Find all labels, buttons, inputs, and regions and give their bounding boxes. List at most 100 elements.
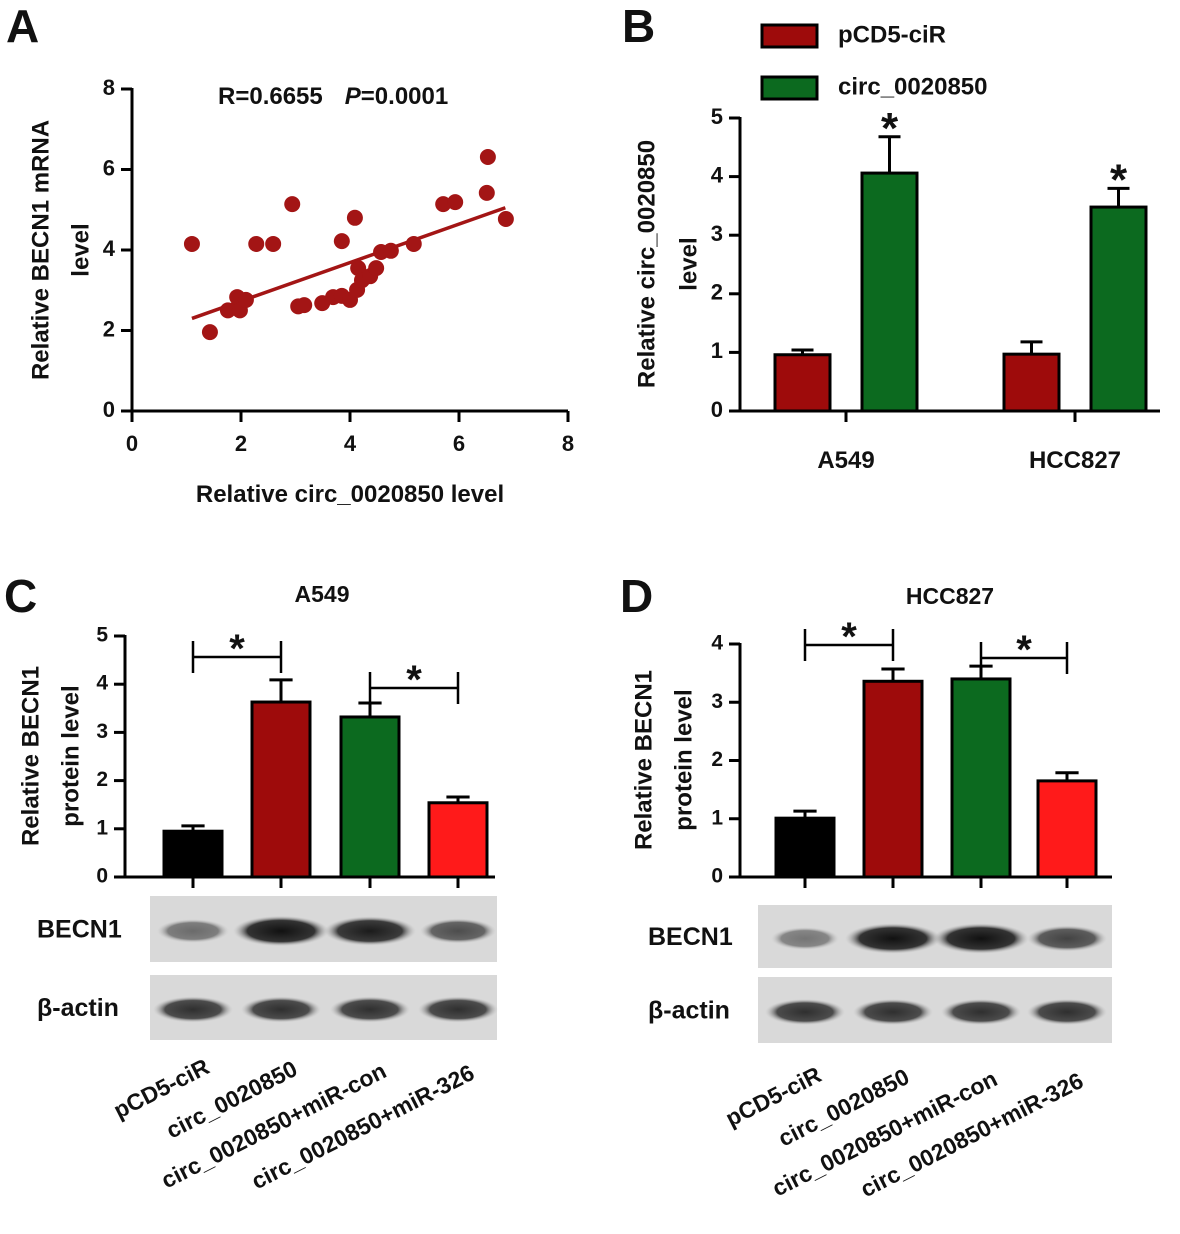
panel-label: A	[6, 0, 39, 52]
x-axis-label: Relative circ_0020850 level	[196, 481, 504, 508]
y-axis-label: level	[67, 223, 94, 276]
y-tick-label: 0	[96, 865, 108, 888]
point	[382, 242, 399, 259]
y-axis-label: level	[675, 237, 702, 290]
y-tick-label: 1	[96, 816, 108, 839]
x-tick-label: 8	[562, 431, 574, 456]
y-tick-label: 5	[711, 104, 723, 129]
y-tick-label: 4	[711, 162, 724, 187]
blot-band	[1027, 999, 1107, 1025]
blot-band	[765, 999, 845, 1025]
legend-label: circ_0020850	[838, 73, 987, 100]
point	[350, 260, 367, 277]
bar	[773, 353, 832, 413]
y-tick-label: 2	[96, 768, 108, 791]
bar	[339, 715, 401, 879]
significance: *	[229, 627, 245, 671]
y-axis-label: Relative circ_0020850	[633, 140, 660, 388]
y-axis-label: Relative BECN1	[17, 666, 44, 846]
y-tick-label: 5	[96, 624, 108, 647]
y-tick-label: 0	[711, 397, 723, 422]
y-axis-label: Relative BECN1 mRNA	[27, 120, 54, 380]
point	[183, 235, 200, 252]
legend-label: pCD5-ciR	[838, 21, 946, 48]
significance-bracket	[191, 641, 283, 673]
y-tick-label: 6	[103, 155, 115, 180]
blot-band	[324, 916, 416, 946]
blot-band	[1027, 925, 1107, 952]
x-tick-label: 2	[235, 431, 247, 456]
y-axis-label: protein level	[670, 689, 697, 830]
y-tick-label: 0	[103, 397, 115, 422]
annotation-part: =0.0001	[361, 83, 448, 110]
blot-band	[233, 915, 329, 947]
blot-band	[853, 999, 933, 1025]
point	[479, 149, 496, 166]
point	[201, 324, 218, 341]
legend-swatch	[760, 75, 819, 101]
bar	[250, 700, 312, 879]
y-tick-label: 2	[103, 316, 115, 341]
chart-title: HCC827	[906, 583, 994, 609]
point	[346, 209, 363, 226]
bar	[860, 171, 919, 413]
point	[435, 196, 452, 213]
point	[333, 233, 350, 250]
blot-label: β-actin	[37, 994, 119, 1022]
bar	[1089, 205, 1148, 413]
bar	[427, 801, 489, 879]
point	[296, 297, 313, 314]
y-axis-label: Relative BECN1	[630, 670, 657, 850]
x-tick-label: HCC827	[1029, 447, 1121, 474]
panel-label: B	[622, 0, 655, 52]
bar	[862, 679, 924, 879]
bar	[1002, 352, 1061, 413]
x-tick-label: 0	[126, 431, 138, 456]
x-tick-label: A549	[817, 447, 874, 474]
y-tick-label: 3	[711, 690, 723, 713]
point	[497, 211, 514, 228]
blot-band	[153, 996, 233, 1023]
bar	[774, 816, 836, 879]
point	[265, 235, 282, 252]
point	[284, 196, 301, 213]
point	[237, 291, 254, 308]
y-tick-label: 2	[711, 748, 723, 771]
bar	[162, 829, 224, 879]
y-axis-label: protein level	[57, 685, 84, 826]
point	[478, 184, 495, 201]
x-tick-label: 6	[453, 431, 465, 456]
significance: *	[841, 615, 857, 659]
y-tick-label: 3	[711, 221, 723, 246]
blot-band	[845, 923, 941, 954]
blot-band	[241, 996, 321, 1023]
bar	[950, 677, 1012, 879]
y-tick-label: 0	[711, 865, 723, 888]
panel-label: C	[4, 570, 37, 622]
y-tick-label: 1	[711, 806, 723, 829]
blot-band	[157, 919, 229, 943]
x-tick-label: 4	[344, 431, 357, 456]
blot-band	[420, 918, 496, 944]
blot-label: BECN1	[37, 916, 122, 944]
significance-bracket	[979, 642, 1069, 674]
blot-band	[933, 923, 1029, 954]
y-tick-label: 1	[711, 338, 723, 363]
significance: *	[1016, 628, 1032, 672]
significance: *	[1110, 155, 1128, 204]
y-tick-label: 3	[96, 720, 108, 743]
panel-label: D	[620, 570, 653, 622]
significance: *	[406, 658, 422, 702]
blot-band	[418, 996, 498, 1023]
blot-band	[330, 996, 410, 1023]
point	[368, 260, 385, 277]
chart-title: A549	[295, 581, 350, 607]
point	[219, 302, 236, 319]
annotation: R=0.6655 P=0.0001	[218, 83, 448, 110]
blot-label: BECN1	[648, 923, 733, 951]
annotation-part: R=0.6655	[218, 83, 323, 110]
significance-bracket	[368, 672, 460, 704]
bar	[1036, 779, 1098, 879]
significance: *	[881, 104, 899, 153]
